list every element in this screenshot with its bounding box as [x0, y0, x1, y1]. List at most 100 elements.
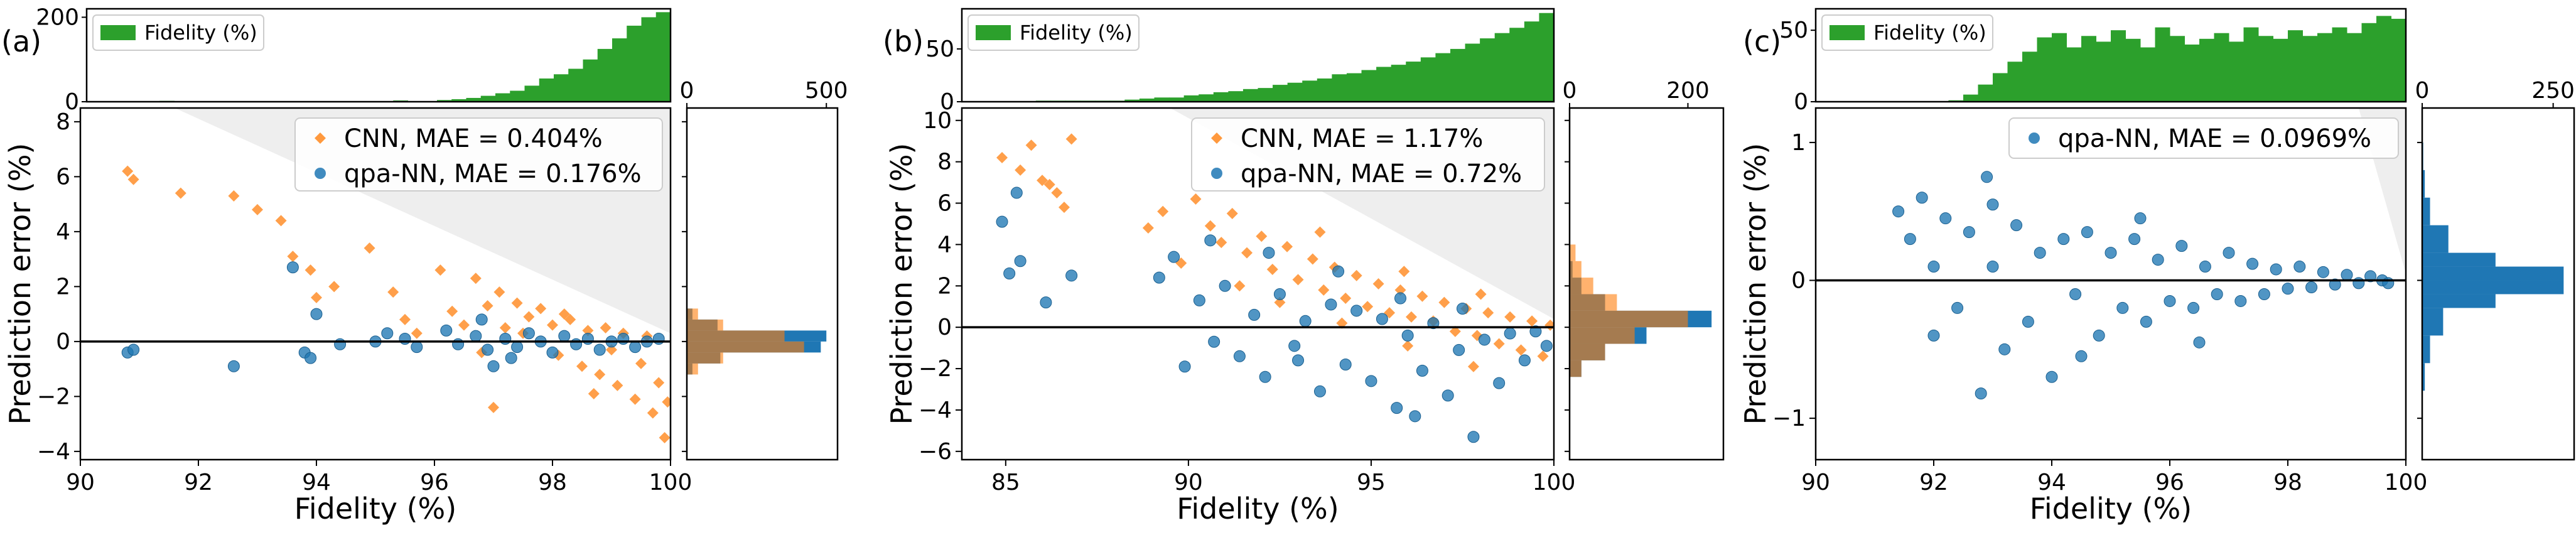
cnn-point	[1467, 360, 1479, 372]
top-hist-legend-swatch	[100, 25, 136, 40]
qpa-nn-point	[1350, 305, 1363, 317]
fidelity-bar	[1524, 21, 1539, 102]
qpa-nn-point	[499, 333, 512, 345]
panel-c: (c) 90 92 94 96 98 100 −1 0 1 Fidelity (%) Predicti…	[1738, 8, 2575, 526]
qpa-nn-point	[1339, 358, 1352, 370]
fidelity-bar	[1391, 65, 1406, 102]
fidelity-bar	[554, 74, 569, 102]
fidelity-bar	[2052, 33, 2067, 102]
x-tick-label: 100	[1533, 470, 1576, 495]
qpa-nn-point	[1014, 255, 1027, 268]
qpa-nn-point	[2317, 266, 2329, 278]
cnn-point	[1416, 290, 1428, 302]
qpa-nn-point	[2293, 261, 2306, 273]
cnn-point	[364, 242, 375, 254]
qpa-nn-point	[1453, 343, 1465, 356]
cnn-point	[1340, 293, 1352, 305]
qpa-nn-point	[1040, 296, 1052, 309]
fidelity-bar	[641, 17, 657, 102]
qpa-nn-point	[1292, 354, 1305, 367]
qpa-nn-point	[2246, 257, 2259, 270]
x-tick-label: 92	[1919, 470, 1948, 495]
fidelity-bar	[655, 12, 671, 102]
cnn-point	[328, 281, 340, 293]
fidelity-bar	[2302, 36, 2318, 102]
y-tick-label: 2	[937, 273, 952, 299]
cnn-error-bar	[687, 308, 698, 320]
cnn-point	[1058, 202, 1070, 213]
cnn-point	[612, 379, 623, 391]
y-tick-label: −6	[919, 439, 952, 465]
top-hist-legend-box	[92, 14, 264, 51]
qpa-nn-point	[2234, 295, 2247, 307]
cnn-point	[122, 165, 134, 177]
x-tick-label: 96	[420, 470, 449, 495]
qpa-nn-point	[1916, 192, 1928, 204]
cnn-point	[499, 322, 511, 333]
qpa-nn-point	[2034, 247, 2046, 259]
qpa-nn-error-bar	[2422, 170, 2425, 198]
qpa-nn-point	[593, 343, 606, 356]
cnn-point	[311, 291, 322, 303]
fidelity-bar	[2037, 37, 2052, 102]
x-tick-label: 90	[1801, 470, 1830, 495]
qpa-nn-point	[1927, 261, 1940, 273]
qpa-nn-point	[1153, 271, 1165, 284]
fidelity-bar	[1213, 92, 1229, 102]
qpa-nn-point	[2022, 315, 2034, 328]
qpa-nn-point	[1904, 233, 1916, 246]
panel-label: (b)	[883, 24, 924, 58]
cnn-point	[1226, 208, 1238, 219]
fidelity-bar	[2332, 27, 2347, 102]
y-tick-label: 6	[56, 164, 70, 190]
fidelity-bar	[597, 48, 613, 102]
qpa-nn-point	[2382, 277, 2395, 289]
fidelity-bar	[480, 95, 496, 102]
qpa-nn-point	[1478, 333, 1490, 346]
y-axis-title: Prediction error (%)	[3, 143, 37, 425]
qpa-nn-point	[629, 341, 642, 354]
cnn-error-bar	[1570, 261, 1582, 278]
legend-box	[1191, 117, 1545, 192]
top-hist-y-tick-label: 50	[925, 36, 954, 62]
fidelity-bar	[1169, 97, 1185, 102]
fidelity-bar	[1242, 89, 1258, 102]
fidelity-bar	[2258, 36, 2273, 102]
fidelity-bar	[1420, 57, 1436, 102]
cnn-point	[600, 322, 612, 333]
x-axis-title: Fidelity (%)	[294, 492, 456, 526]
qpa-nn-point	[452, 338, 465, 350]
x-axis-title: Fidelity (%)	[1177, 492, 1339, 526]
fidelity-bar	[2007, 62, 2023, 102]
fidelity-bar	[627, 25, 642, 102]
fidelity-bar	[2273, 38, 2288, 102]
cnn-point	[387, 286, 399, 298]
top-hist-y-tick-label: 50	[1779, 18, 1808, 43]
qpa-nn-point	[1299, 315, 1312, 327]
legend-entry: CNN, MAE = 1.17%	[1241, 124, 1483, 153]
fidelity-bar	[1465, 43, 1480, 102]
fidelity-bar	[1406, 62, 1421, 102]
cnn-point	[1043, 178, 1055, 190]
y-tick-label: 0	[56, 329, 70, 355]
cnn-error-bar	[687, 363, 698, 375]
top-hist-frame	[85, 8, 672, 103]
cnn-point	[1065, 133, 1077, 145]
qpa-nn-point	[1975, 387, 1987, 400]
fidelity-bar	[1539, 13, 1555, 102]
cnn-point	[558, 308, 570, 320]
y-tick-label: −1	[1772, 406, 1806, 431]
qpa-nn-point	[1313, 385, 1326, 397]
legend-marker-cnn	[1211, 132, 1222, 144]
qpa-nn-point	[227, 360, 240, 372]
qpa-nn-point	[1168, 251, 1180, 263]
cnn-point	[535, 303, 547, 315]
fidelity-bar	[1993, 73, 2008, 102]
scatter-frame	[1814, 107, 2407, 461]
qpa-nn-point	[2175, 240, 2188, 252]
top-hist-legend-swatch	[976, 25, 1011, 40]
scatter-legend: qpa-NN, MAE = 0.0969%	[2008, 117, 2399, 159]
x-tick-label: 90	[1174, 470, 1203, 495]
qpa-nn-point	[1263, 247, 1275, 259]
fidelity-bar	[2214, 33, 2229, 102]
